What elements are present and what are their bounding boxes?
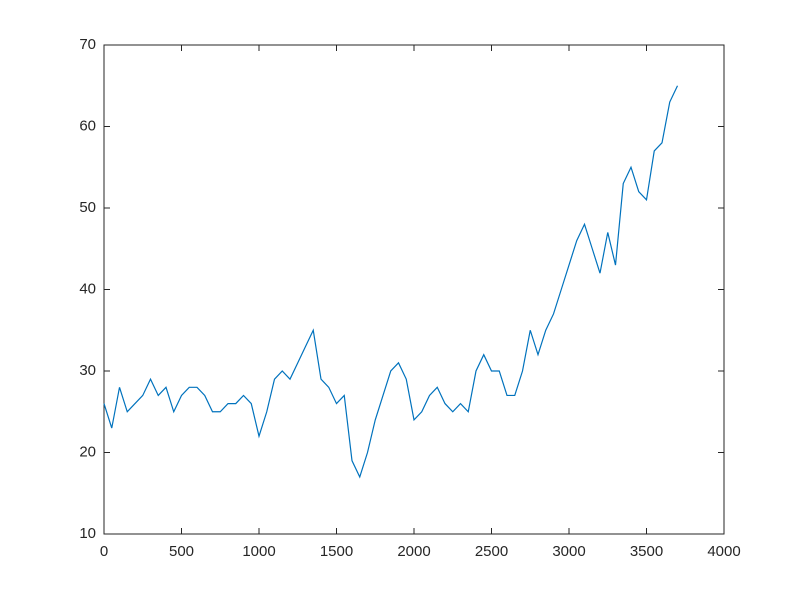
plot-area [103, 44, 725, 535]
line [103, 85, 679, 479]
x-tick-label: 4000 [707, 543, 740, 560]
y-tick-label: 40 [79, 280, 96, 297]
y-tick-label: 30 [79, 362, 96, 379]
y-tick-label: 70 [79, 36, 96, 53]
y-tick-label: 20 [79, 443, 96, 460]
x-tick-label: 2500 [475, 543, 508, 560]
y-tick-label: 50 [79, 199, 96, 216]
y-tick-label: 10 [79, 525, 96, 542]
x-tick-label: 3000 [552, 543, 585, 560]
x-tick-label: 1500 [320, 543, 353, 560]
x-tick-label: 2000 [397, 543, 430, 560]
x-tick-label: 1000 [242, 543, 275, 560]
y-tick-label: 60 [79, 117, 96, 134]
x-tick-label: 3500 [630, 543, 663, 560]
x-tick-label: 500 [169, 543, 194, 560]
x-tick-label: 0 [100, 543, 108, 560]
